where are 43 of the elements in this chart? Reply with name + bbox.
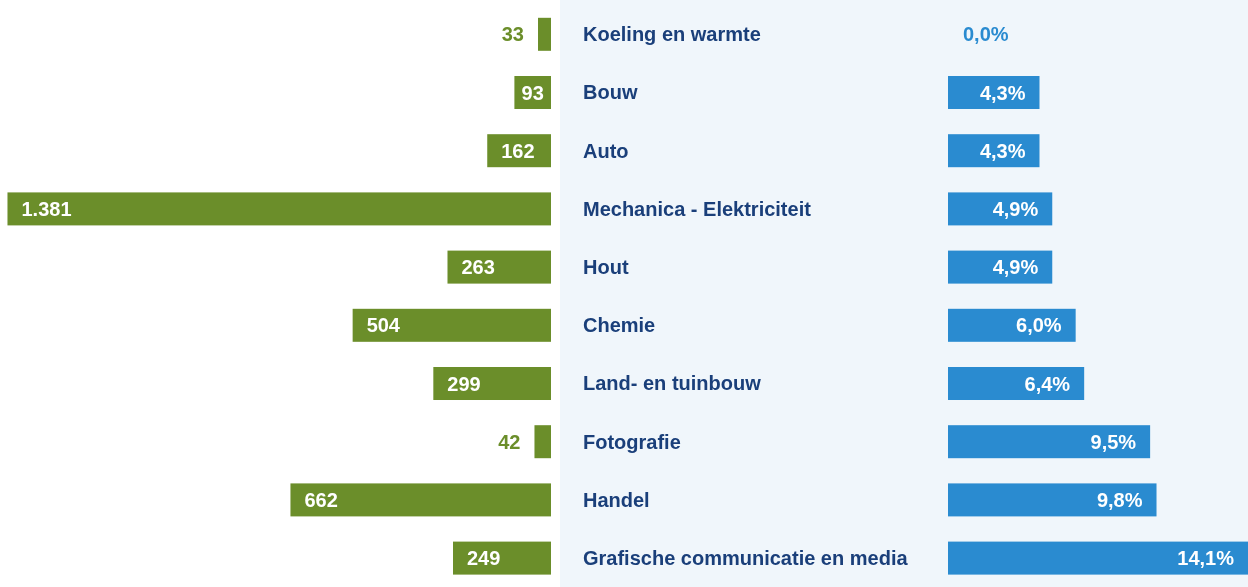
- data-label: 6,4%: [1024, 372, 1071, 395]
- bar: [948, 367, 1085, 400]
- y-tick-label: Hout: [583, 255, 629, 278]
- data-label: 4,3%: [979, 81, 1026, 104]
- bar: [352, 308, 551, 342]
- data-label: 162: [501, 139, 535, 162]
- data-label: 299: [447, 372, 481, 395]
- y-tick-label: Auto: [583, 139, 629, 162]
- data-label: 662: [304, 488, 338, 511]
- data-label: 4,9%: [992, 256, 1039, 279]
- bar: [538, 17, 551, 51]
- data-label: 4,3%: [979, 139, 1026, 162]
- data-label: 1.381: [21, 197, 72, 220]
- bar: [534, 425, 551, 459]
- data-label: 33: [501, 23, 525, 46]
- y-tick-label: Handel: [583, 488, 650, 511]
- bar: [7, 192, 551, 226]
- bar: [948, 541, 1248, 575]
- bar: [453, 541, 551, 575]
- data-label: 14,1%: [1177, 547, 1235, 570]
- data-label: 9,8%: [1096, 488, 1143, 511]
- bar: [948, 425, 1151, 459]
- bar: [290, 483, 551, 517]
- data-label: 249: [467, 547, 501, 570]
- data-label: 9,5%: [1090, 430, 1137, 453]
- bar: [447, 250, 551, 284]
- data-label: 4,9%: [992, 197, 1039, 220]
- bar: [948, 483, 1157, 517]
- data-label: 0,0%: [963, 23, 1009, 46]
- data-label: 42: [498, 430, 521, 453]
- data-label: 93: [521, 81, 544, 104]
- y-tick-label: Fotografie: [583, 430, 681, 453]
- y-tick-label: Mechanica - Elektriciteit: [583, 197, 812, 220]
- data-label: 504: [366, 314, 401, 337]
- y-tick-label: Bouw: [583, 81, 638, 104]
- bar: [948, 308, 1076, 342]
- data-label: 263: [461, 256, 495, 279]
- y-tick-label: Land- en tuinbouw: [583, 372, 762, 395]
- y-tick-label: Koeling en warmte: [583, 23, 761, 46]
- data-label: 6,0%: [1016, 314, 1062, 337]
- y-tick-label: Chemie: [583, 314, 656, 337]
- bar: [433, 367, 551, 400]
- y-tick-label: Grafische communicatie en media: [583, 546, 909, 569]
